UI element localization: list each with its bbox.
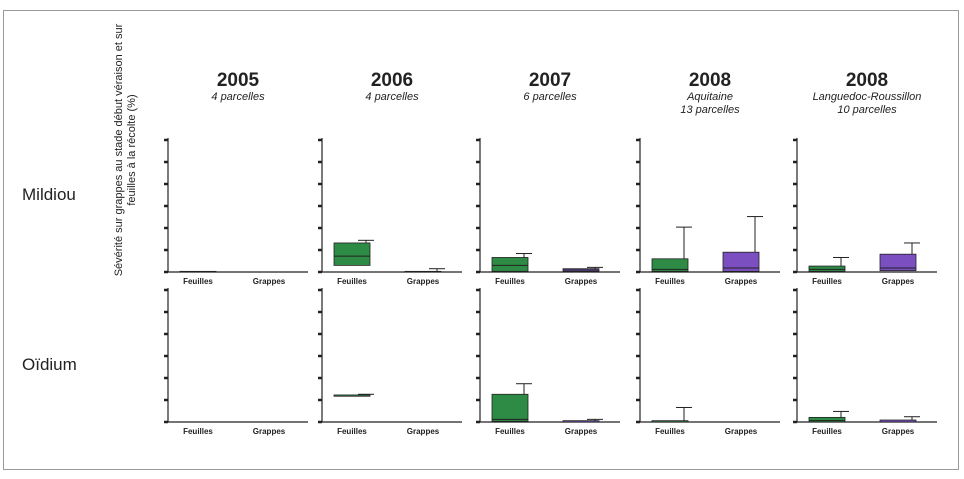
box-feuilles <box>333 394 371 397</box>
column-subtitle: Aquitaine <box>687 91 733 103</box>
box-feuilles <box>491 257 529 272</box>
x-tick-label: Grappes <box>882 427 915 436</box>
box-feuilles <box>651 420 689 423</box>
x-tick-label: Grappes <box>253 277 286 286</box>
box-feuilles <box>179 270 217 273</box>
column-subtitle: Languedoc-Roussillon <box>812 91 922 103</box>
box-grappes <box>879 253 917 272</box>
column-year: 2007 <box>528 70 572 91</box>
x-tick-label: Feuilles <box>495 277 525 286</box>
column-year: 2008 <box>845 70 889 91</box>
box-grappes <box>722 251 760 272</box>
x-tick-label: Feuilles <box>183 427 213 436</box>
x-tick-label: Feuilles <box>495 427 525 436</box>
box-feuilles <box>491 393 529 422</box>
x-tick-label: Feuilles <box>655 277 685 286</box>
x-tick-label: Grappes <box>725 427 758 436</box>
x-tick-label: Feuilles <box>812 277 842 286</box>
x-tick-label: Grappes <box>882 277 915 286</box>
column-header: 2008 Aquitaine 13 parcelles <box>625 71 795 117</box>
column-year: 2005 <box>216 70 260 91</box>
box-feuilles <box>333 242 371 266</box>
row-label-mildiou: Mildiou <box>22 185 76 204</box>
column-subtitle: 4 parcelles <box>211 91 265 103</box>
column-header: 2006 4 parcelles <box>307 71 477 104</box>
row-label-oidium: Oïdium <box>22 355 77 374</box>
column-header: 2007 6 parcelles <box>465 71 635 104</box>
box-feuilles <box>808 416 846 423</box>
x-tick-label: Grappes <box>407 427 440 436</box>
box-grappes <box>404 270 442 273</box>
column-subtitle: 4 parcelles <box>365 91 419 103</box>
box-feuilles <box>808 265 846 272</box>
box-grappes <box>562 420 600 423</box>
x-tick-label: Grappes <box>565 277 598 286</box>
column-header: 2008 Languedoc-Roussillon 10 parcelles <box>782 71 952 117</box>
column-subtitle: 6 parcelles <box>523 91 577 103</box>
x-tick-label: Feuilles <box>183 277 213 286</box>
x-tick-label: Feuilles <box>337 427 367 436</box>
x-tick-label: Feuilles <box>655 427 685 436</box>
x-tick-label: Feuilles <box>812 427 842 436</box>
column-year: 2008 <box>688 70 732 91</box>
x-tick-label: Grappes <box>407 277 440 286</box>
x-tick-label: Grappes <box>725 277 758 286</box>
figure-frame <box>3 10 959 470</box>
column-header: 2005 4 parcelles <box>153 71 323 104</box>
column-subtitle: 10 parcelles <box>837 104 897 116</box>
x-tick-label: Grappes <box>253 427 286 436</box>
x-tick-label: Feuilles <box>337 277 367 286</box>
column-year: 2006 <box>370 70 414 91</box>
box-grappes <box>879 419 917 423</box>
box-feuilles <box>651 258 689 272</box>
x-tick-label: Grappes <box>565 427 598 436</box>
column-subtitle: 13 parcelles <box>680 104 740 116</box>
